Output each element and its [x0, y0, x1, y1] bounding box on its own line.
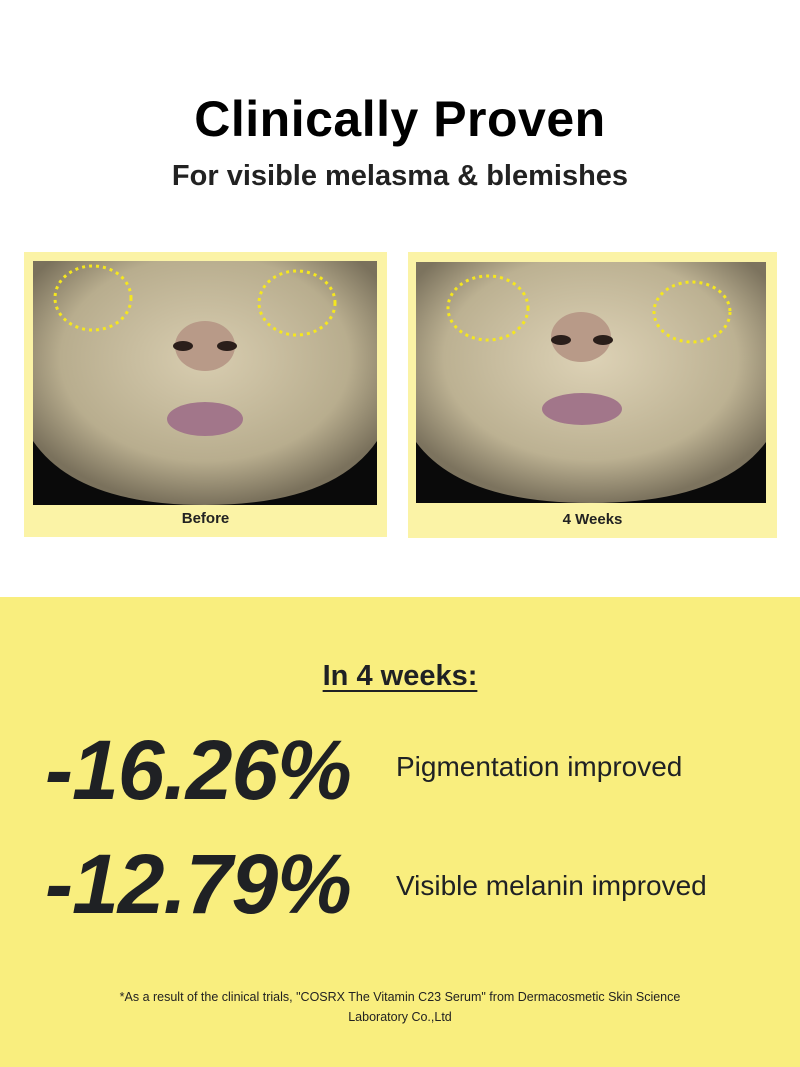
- photo-caption: 4 Weeks: [562, 511, 623, 528]
- stat-label: Pigmentation improved: [396, 751, 683, 782]
- page-title: Clinically Proven: [194, 91, 606, 147]
- page-subtitle: For visible melasma & blemishes: [171, 160, 629, 192]
- results-heading: In 4 weeks:: [322, 660, 478, 692]
- before-photo: [33, 261, 377, 505]
- stat-value: -16.26%: [45, 723, 352, 817]
- before-photo-card: Before: [24, 252, 387, 537]
- footnote: *As a result of the clinical trials, "CO…: [119, 990, 681, 1024]
- photo-caption: Before: [181, 510, 230, 527]
- results-section: [0, 597, 800, 1067]
- marker-circle: [652, 280, 732, 344]
- marker-circle: [53, 264, 133, 332]
- after-photo-card: 4 Weeks: [408, 252, 777, 538]
- marker-circle: [257, 269, 337, 337]
- stat-label: Visible melanin improved: [396, 870, 707, 901]
- stat-value: -12.79%: [45, 837, 352, 931]
- marker-circle: [446, 274, 530, 342]
- after-photo: [416, 262, 766, 503]
